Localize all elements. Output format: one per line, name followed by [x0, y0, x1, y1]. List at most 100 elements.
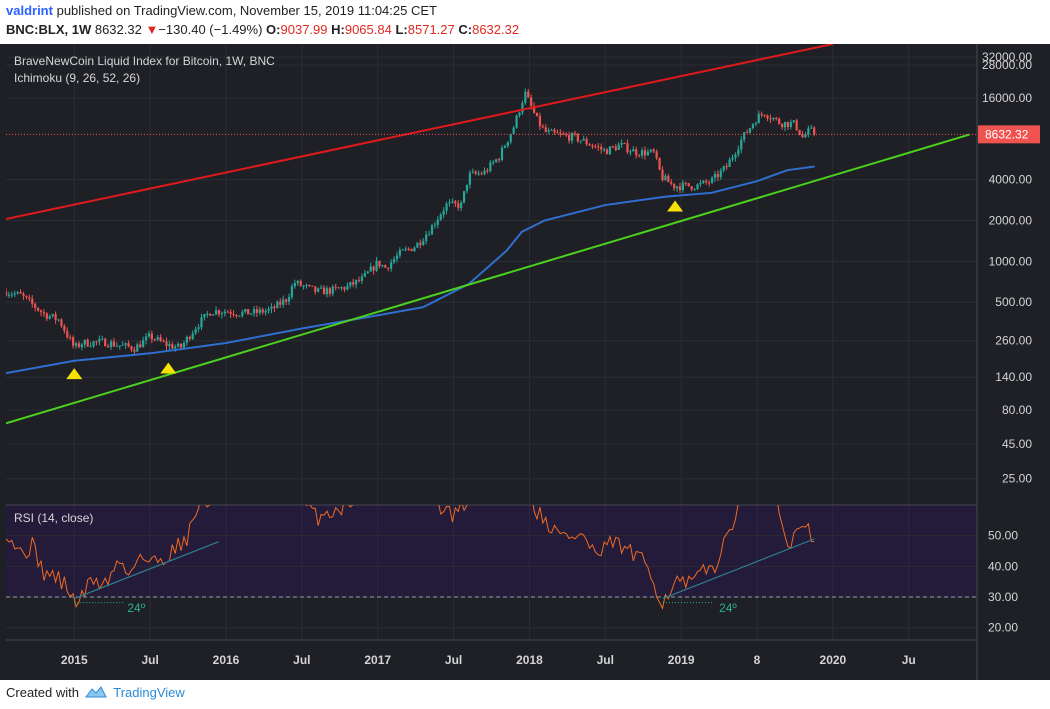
candle-body — [39, 310, 43, 313]
candle-body — [696, 184, 699, 190]
tradingview-brand[interactable]: TradingView — [113, 685, 185, 700]
candle-body — [372, 266, 375, 271]
rsi-line — [6, 505, 815, 610]
candle-body — [168, 344, 171, 347]
candle-body — [451, 201, 454, 203]
candle-body — [34, 303, 37, 308]
publish-info: published on TradingView.com, November 1… — [56, 3, 437, 18]
candle-body — [194, 328, 197, 334]
chart-header: valdrint published on TradingView.com, N… — [0, 0, 1050, 44]
candle-body — [553, 129, 556, 133]
candle-body — [232, 313, 235, 316]
rsi-series — [6, 505, 815, 610]
candle-body — [678, 186, 682, 190]
candle-body — [702, 180, 705, 183]
candle-body — [535, 112, 539, 117]
candle-body — [448, 202, 451, 204]
candle-body — [483, 170, 486, 175]
candle-body — [54, 314, 57, 320]
chart-title: BraveNewCoin Liquid Index for Bitcoin, 1… — [14, 54, 275, 68]
candle-body — [241, 311, 244, 316]
candle-body — [229, 312, 232, 314]
candle-body — [51, 314, 54, 317]
candle-body — [349, 282, 352, 286]
time-tick-label: 2018 — [516, 653, 543, 667]
candle-body — [107, 346, 110, 348]
angle-label: 24º — [719, 601, 737, 615]
support-marker-icon — [667, 200, 684, 212]
candle-body — [530, 97, 533, 106]
candle-body — [191, 333, 194, 339]
candle-body — [509, 133, 512, 142]
ichimoku-line — [6, 165, 815, 375]
candle-body — [597, 146, 600, 148]
candle-body — [334, 286, 337, 288]
low-label: L: — [395, 22, 408, 37]
candle-body — [425, 234, 428, 242]
candle-body — [559, 133, 562, 135]
candle-body — [743, 132, 746, 140]
candle-body — [343, 287, 346, 290]
candle-body — [524, 91, 527, 103]
candle-body — [279, 301, 282, 305]
last-price: 8632.32 — [94, 22, 142, 37]
candle-body — [252, 309, 256, 314]
candle-body — [582, 139, 585, 141]
candle-body — [282, 299, 285, 305]
candle-body — [299, 280, 302, 286]
candle-body — [31, 298, 34, 304]
candle-body — [264, 310, 267, 313]
price-change: −130.40 (−1.49%) — [158, 22, 263, 37]
price-tick-label: 45.00 — [1002, 437, 1032, 451]
candle-body — [71, 337, 75, 346]
candle-body — [778, 118, 781, 125]
rsi-title: RSI (14, close) — [14, 511, 93, 525]
candle-body — [220, 313, 224, 315]
candle-body — [670, 182, 673, 184]
author-name[interactable]: valdrint — [6, 3, 53, 18]
candle-body — [124, 343, 127, 345]
candle-body — [92, 341, 95, 347]
candle-body — [684, 182, 687, 184]
candle-body — [296, 280, 299, 284]
candle-body — [495, 159, 498, 163]
rsi-trendline — [662, 538, 815, 600]
candle-body — [95, 341, 98, 343]
candle-body — [392, 259, 396, 263]
candle-body — [48, 316, 51, 319]
candle-body — [789, 122, 792, 127]
candle-body — [410, 248, 413, 252]
candle-body — [722, 166, 725, 171]
candle-body — [10, 294, 13, 296]
candle-body — [115, 345, 118, 347]
candle-body — [708, 182, 711, 184]
candle-body — [118, 345, 121, 347]
price-tick-label: 260.00 — [995, 334, 1032, 348]
candle-body — [407, 248, 410, 250]
candle-body — [381, 265, 384, 267]
candle-body — [550, 129, 553, 131]
candle-body — [337, 287, 340, 289]
high-value: 9065.84 — [344, 22, 392, 37]
time-tick-label: 8 — [754, 653, 761, 667]
candle-body — [276, 301, 279, 309]
candle-body — [311, 285, 314, 287]
time-tick-label: 2016 — [213, 653, 240, 667]
candle-body — [133, 349, 136, 352]
candle-body — [740, 139, 743, 150]
tradingview-logo-icon — [84, 686, 107, 698]
candle-body — [25, 295, 28, 298]
candle-body — [112, 341, 116, 347]
candle-body — [156, 337, 159, 340]
price-tick-label: 16000.00 — [982, 91, 1032, 105]
candle-body — [401, 249, 404, 251]
candle-body — [661, 169, 664, 181]
candle-body — [454, 201, 457, 204]
candle-body — [576, 133, 579, 142]
candle-body — [629, 151, 632, 153]
candle-body — [86, 339, 89, 347]
candle-body — [594, 146, 597, 148]
candle-body — [611, 146, 614, 148]
candle-body — [360, 276, 364, 281]
